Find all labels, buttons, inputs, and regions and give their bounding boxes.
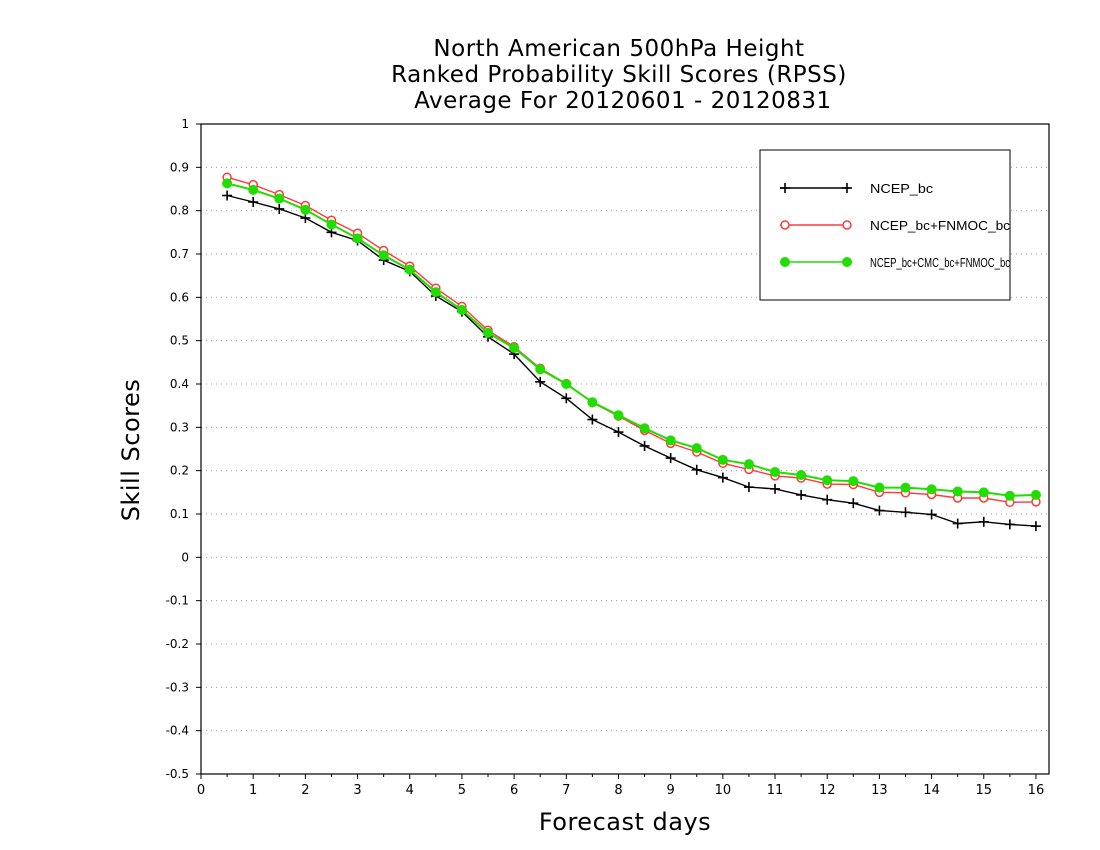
x-tick-label: 2 [301, 783, 309, 798]
data-point [613, 410, 624, 421]
data-point [691, 443, 702, 454]
data-point [780, 220, 790, 230]
data-point [535, 364, 546, 375]
legend-entry: NCEP_bc+CMC_bc+FNMOC_bc [780, 255, 1010, 270]
chart-title-line-1: North American 500hPa Height [433, 36, 805, 62]
data-point [743, 459, 754, 470]
data-point [926, 484, 937, 495]
y-axis-label: Skill Scores [117, 378, 145, 522]
y-tick-label: 0.7 [170, 247, 189, 261]
y-tick-label: 0.3 [170, 420, 189, 434]
y-tick-label: 0.9 [170, 160, 189, 174]
chart-title-line-3: Average For 20120601 - 20120831 [406, 88, 832, 114]
x-tick-label: 10 [715, 783, 732, 798]
data-point [222, 178, 233, 189]
data-point [378, 250, 389, 261]
y-axis-ticks: -0.5 -0.4 -0.3 -0.2 -0.1 0 0.1 0.2 0.3 0.4 0.5 0.6 0… [166, 117, 201, 781]
y-tick-label: -0.3 [166, 680, 189, 694]
data-point [326, 219, 337, 230]
data-point [665, 435, 676, 446]
data-point [587, 397, 598, 408]
x-tick-label: 4 [406, 783, 414, 798]
data-point [561, 379, 572, 389]
legend-label: NCEP_bc+CMC_bc+FNMOC_bc [870, 255, 1010, 270]
data-point [352, 233, 363, 244]
data-point [300, 204, 311, 215]
data-point [430, 287, 441, 298]
data-point [770, 466, 781, 477]
legend: NCEP_bc NCEP_bc+FNMOC_bc NCEP_bc+CMC_bc+FN… [759, 149, 1011, 301]
legend-label: NCEP_bc+FNMOC_bc [870, 218, 1011, 233]
y-tick-label: 0 [181, 550, 189, 564]
x-tick-label: 9 [667, 783, 675, 798]
series-layer [222, 172, 1041, 532]
data-point [717, 454, 728, 465]
plot-frame [200, 123, 1050, 775]
x-tick-label: 0 [197, 783, 205, 798]
legend-entry: NCEP_bc+FNMOC_bc [780, 218, 1011, 233]
x-axis-label: Forecast days [538, 808, 712, 836]
data-point [874, 482, 885, 493]
y-tick-label: -0.2 [166, 637, 189, 651]
data-point [848, 476, 859, 487]
x-tick-label: 5 [458, 783, 466, 798]
data-point [952, 486, 963, 497]
y-tick-label: -0.5 [166, 767, 189, 781]
y-tick-label: 0.4 [170, 377, 189, 391]
data-point [822, 475, 833, 486]
y-tick-label: 0.8 [170, 204, 189, 218]
data-point [1030, 489, 1041, 500]
x-tick-label: 8 [614, 783, 622, 798]
data-point [842, 257, 852, 267]
data-point [509, 343, 520, 354]
data-point [1004, 490, 1015, 501]
chart-title-line-2: Ranked Probability Skill Scores (RPSS) [391, 62, 847, 88]
data-point [780, 257, 790, 267]
x-tick-label: 1 [249, 783, 257, 798]
x-tick-label: 14 [923, 783, 940, 798]
y-tick-label: 0.6 [170, 290, 189, 304]
data-point [404, 264, 415, 275]
y-tick-label: 1 [181, 117, 189, 131]
x-axis-ticks: 0 1 2 3 4 5 6 7 8 9 10 11 12 13 14 15 16 [197, 774, 1044, 798]
x-tick-label: 12 [819, 783, 836, 798]
data-point [248, 184, 259, 195]
y-tick-label: 0.2 [170, 464, 189, 478]
x-tick-label: 13 [871, 783, 888, 798]
data-point [483, 327, 494, 338]
x-tick-label: 7 [562, 783, 570, 798]
x-tick-label: 11 [767, 783, 784, 798]
y-tick-label: 0.5 [170, 334, 189, 348]
data-point [978, 487, 989, 498]
y-tick-label: 0.1 [170, 507, 189, 521]
x-tick-label: 3 [353, 783, 361, 798]
series-NCEP_bc [222, 190, 1041, 532]
x-tick-label: 6 [510, 783, 518, 798]
series-NCEP_bc+CMC_bc+FNMOC_bc [222, 178, 1041, 501]
y-tick-label: -0.1 [166, 594, 189, 608]
data-point [842, 220, 852, 230]
data-point [274, 193, 285, 204]
data-point [900, 482, 911, 493]
data-point [456, 304, 467, 315]
x-tick-label: 15 [975, 783, 992, 798]
legend-entry: NCEP_bc [780, 181, 934, 196]
data-point [796, 470, 807, 480]
data-point [639, 423, 650, 434]
legend-label: NCEP_bc [870, 181, 934, 196]
y-tick-label: -0.4 [166, 724, 189, 738]
x-tick-label: 16 [1028, 783, 1045, 798]
